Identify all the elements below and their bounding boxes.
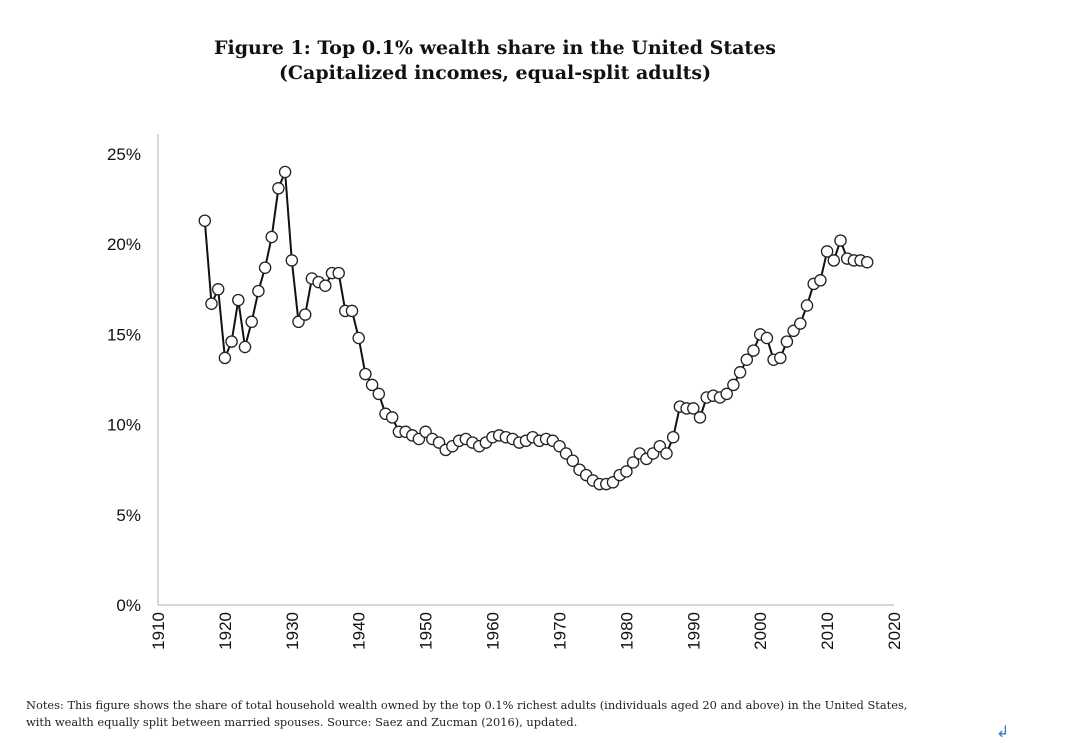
x-tick-label: 1940 (350, 612, 369, 650)
x-tick-label: 1990 (684, 612, 703, 650)
data-point (794, 317, 807, 330)
data-point (620, 465, 633, 478)
data-point (252, 284, 265, 298)
data-point (727, 378, 740, 392)
data-point (834, 234, 847, 247)
data-point (225, 335, 238, 348)
data-point (687, 402, 700, 415)
data-point (372, 387, 386, 401)
data-point (198, 214, 212, 227)
data-point (285, 254, 299, 267)
chart-title-line-1: Figure 1: Top 0.1% wealth share in the U… (213, 37, 776, 59)
data-point (720, 387, 733, 401)
data-point (365, 378, 379, 392)
data-point (780, 335, 794, 348)
y-tick-label: 5% (116, 506, 141, 525)
data-point (566, 454, 580, 467)
data-point (232, 293, 245, 307)
data-point (319, 279, 332, 292)
data-point (666, 430, 680, 444)
x-tick-label: 1910 (149, 612, 168, 650)
notes-line-1: Notes: This figure shows the share of to… (26, 698, 908, 712)
data-point (747, 344, 760, 357)
data-point (693, 411, 707, 424)
chart-title: Figure 1: Top 0.1% wealth share in the U… (0, 36, 990, 86)
return-arrow-icon: ↲ (996, 722, 1010, 741)
chart-subtitle: (Capitalized incomes, equal-split adults… (278, 62, 712, 84)
data-point (265, 230, 278, 244)
x-tick-label: 2020 (885, 612, 904, 650)
y-axis-ticks: 0% 5% 10% 15% 20% 25% (107, 145, 141, 615)
data-point (385, 411, 399, 424)
data-point (245, 315, 258, 329)
x-tick-label: 1970 (550, 612, 569, 650)
data-point (205, 297, 218, 310)
x-tick-label: 1920 (216, 612, 235, 650)
x-axis-ticks: 1910 1920 1930 1940 1950 1960 1970 1980 1990 2000… (149, 612, 904, 650)
x-tick-label: 2010 (818, 612, 837, 650)
data-point (359, 367, 372, 381)
y-tick-label: 10% (107, 416, 141, 435)
data-point (820, 245, 834, 258)
data-point (352, 331, 365, 345)
data-point (332, 266, 345, 280)
y-tick-label: 0% (116, 596, 141, 615)
data-point (760, 331, 774, 345)
data-point (345, 304, 359, 318)
y-tick-label: 20% (107, 235, 141, 254)
x-tick-label: 1950 (417, 612, 436, 650)
y-tick-label: 15% (107, 325, 141, 344)
chart-axes (157, 134, 894, 606)
data-point (298, 308, 312, 321)
data-point (272, 182, 285, 195)
x-tick-label: 1960 (484, 612, 503, 650)
data-point (211, 283, 225, 296)
figure-notes: Notes: This figure shows the share of to… (26, 697, 976, 731)
data-point (860, 255, 874, 269)
y-tick-label: 25% (107, 145, 141, 164)
data-point (238, 340, 252, 354)
data-point (626, 456, 640, 469)
notes-line-2: with wealth equally split between marrie… (26, 715, 578, 729)
data-point (740, 353, 754, 366)
data-point (814, 274, 827, 287)
data-point (774, 351, 787, 365)
x-tick-label: 2000 (751, 612, 770, 650)
data-point (218, 351, 232, 365)
x-tick-label: 1930 (283, 612, 302, 650)
data-point (660, 447, 673, 460)
data-point (827, 254, 841, 267)
series-top-0.1-wealth-share (198, 165, 874, 491)
data-point (733, 366, 747, 379)
data-point (258, 261, 272, 274)
data-point (278, 165, 292, 179)
data-point (800, 299, 814, 312)
x-tick-label: 1980 (617, 612, 636, 650)
